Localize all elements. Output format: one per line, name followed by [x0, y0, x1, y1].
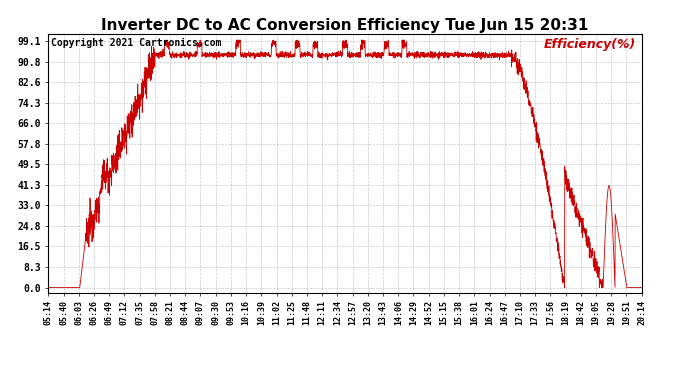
Text: Copyright 2021 Cartronics.com: Copyright 2021 Cartronics.com [51, 38, 221, 48]
Text: Efficiency(%): Efficiency(%) [544, 38, 635, 51]
Title: Inverter DC to AC Conversion Efficiency Tue Jun 15 20:31: Inverter DC to AC Conversion Efficiency … [101, 18, 589, 33]
